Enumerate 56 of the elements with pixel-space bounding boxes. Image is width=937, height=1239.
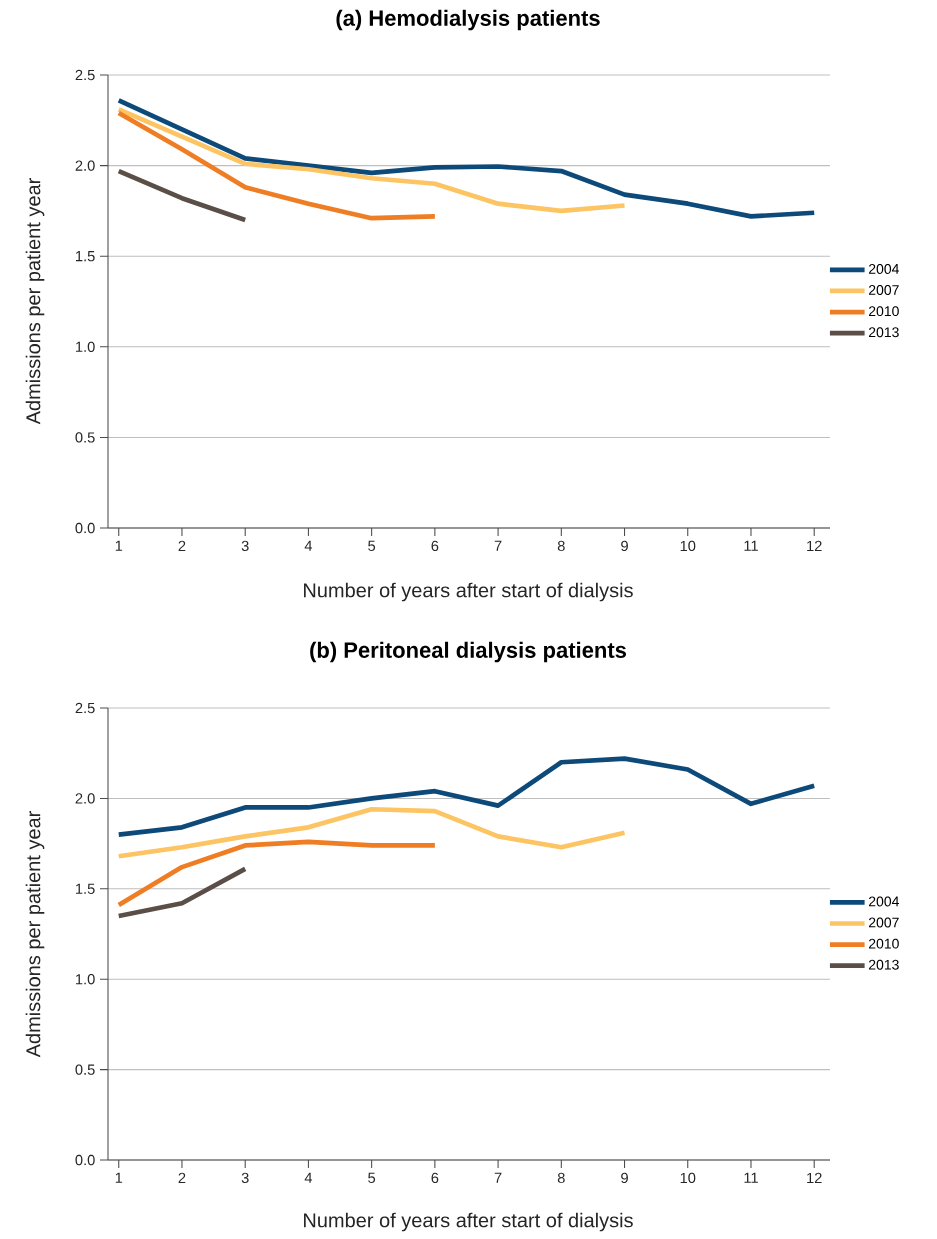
legend-label: 2007 (868, 917, 899, 928)
x-tick-label: 10 (680, 540, 696, 552)
line-series (116, 110, 438, 221)
x-tick-label: 11 (744, 540, 758, 551)
x-tick-label: 9 (621, 1172, 628, 1184)
chart-title: (a) Hemodialysis patients (336, 9, 600, 31)
line-series (116, 756, 817, 837)
x-tick-label: 11 (744, 1172, 758, 1183)
chart-title: (b) Peritoneal dialysis patients (310, 641, 627, 663)
y-tick-label: 2.0 (75, 160, 95, 171)
x-tick-label: 12 (807, 540, 822, 551)
y-tick-label: 1.0 (76, 341, 95, 353)
line-series (116, 839, 438, 908)
x-tick-label: 12 (807, 1172, 822, 1183)
x-tick-label: 7 (494, 540, 502, 551)
x-tick-label: 8 (557, 1172, 565, 1184)
x-tick-label: 6 (431, 540, 439, 552)
x-tick-label: 4 (304, 1172, 313, 1183)
y-tick-label: 2.5 (75, 702, 95, 714)
x-tick-label: 1 (115, 1172, 123, 1183)
legend-label: 2004 (868, 263, 899, 274)
legend-label: 2007 (868, 285, 899, 295)
y-tick-label: 0.5 (75, 1064, 95, 1075)
legend-label: 2013 (868, 327, 899, 338)
x-tick-label: 7 (494, 1172, 502, 1183)
x-tick-label: 3 (241, 1172, 249, 1184)
y-tick-label: 0.0 (75, 1154, 95, 1166)
y-tick-label: 0.5 (75, 432, 95, 443)
legend-label: 2010 (868, 306, 899, 317)
x-tick-label: 8 (557, 540, 565, 552)
legend-label: 2013 (868, 959, 899, 970)
x-tick-label: 2 (178, 540, 186, 551)
y-tick-label: 1.5 (76, 883, 95, 894)
y-tick-label: 1.0 (76, 974, 95, 985)
y-tick-label: 2.5 (75, 69, 95, 81)
legend-label: 2010 (868, 938, 899, 949)
line-series (116, 806, 627, 859)
x-tick-label: 5 (368, 540, 376, 551)
y-tick-label: 0.0 (75, 522, 95, 534)
x-tick-label: 1 (115, 540, 123, 551)
line-series (116, 107, 627, 214)
x-tick-label: 6 (431, 1172, 439, 1184)
y-tick-label: 1.5 (76, 251, 95, 262)
x-tick-label: 9 (621, 540, 628, 552)
line-series (116, 98, 817, 219)
y-tick-label: 2.0 (75, 793, 95, 804)
legend-label: 2004 (868, 896, 899, 907)
x-tick-label: 5 (368, 1172, 376, 1183)
x-axis-title: Number of years after start of dialysis (304, 1212, 633, 1232)
x-tick-label: 2 (178, 1172, 186, 1183)
x-tick-label: 4 (304, 540, 313, 551)
x-axis-title: Number of years after start of dialysis (304, 582, 633, 602)
y-axis-title: Admissions per patient year (25, 178, 45, 425)
y-axis-title: Admissions per patient year (25, 811, 45, 1058)
x-tick-label: 3 (241, 540, 249, 552)
x-tick-label: 10 (680, 1172, 696, 1184)
